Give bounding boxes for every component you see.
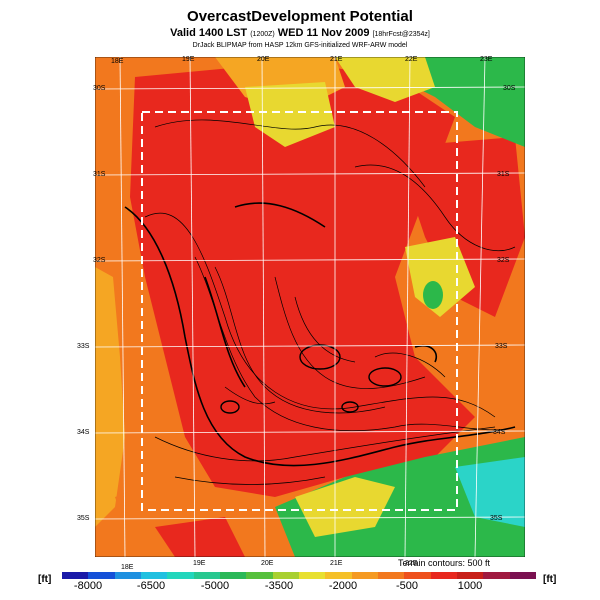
lon-label-bottom: 22E bbox=[405, 560, 418, 567]
colorbar-swatch bbox=[167, 572, 194, 579]
red-region-east bbox=[395, 137, 525, 317]
inner-domain-box bbox=[141, 111, 458, 511]
closed-contours bbox=[220, 344, 402, 414]
lon-label-top: 21E bbox=[330, 56, 343, 63]
cyan-southeast bbox=[455, 457, 525, 527]
red-region bbox=[130, 62, 475, 497]
valid-prefix: Valid 1400 LST bbox=[170, 27, 248, 39]
colorbar-unit-right: [ft] bbox=[543, 574, 557, 585]
colorbar-label: -2000 bbox=[328, 580, 358, 592]
terrain-contours-bold bbox=[124, 202, 516, 467]
lon-label-top: 20E bbox=[257, 56, 270, 63]
lon-label-top: 19E bbox=[182, 56, 195, 63]
yellow-southeast bbox=[295, 477, 395, 537]
lat-label-left: 30S bbox=[93, 85, 106, 92]
terrain-contour-note: Terrain contours: 500 ft bbox=[398, 558, 491, 568]
lon-label-top: 22E bbox=[405, 56, 418, 63]
colorbar-unit-left: [ft] bbox=[38, 574, 52, 585]
green-east-spot bbox=[423, 281, 443, 309]
valid-time: Valid 1400 LST (1200Z) WED 11 Nov 2009 [… bbox=[0, 27, 600, 39]
colorbar-swatch bbox=[325, 572, 352, 579]
colorbar-label: -8000 bbox=[73, 580, 103, 592]
valid-date: WED 11 Nov 2009 bbox=[277, 27, 370, 39]
colorbar-swatch bbox=[483, 572, 510, 579]
colorbar-swatch bbox=[193, 572, 220, 579]
colorbar-swatch bbox=[114, 572, 141, 579]
lat-label-right: 34S bbox=[493, 429, 506, 436]
colorbar-swatch bbox=[140, 572, 168, 579]
lon-label-top: 23E bbox=[480, 56, 493, 63]
colorbar-swatch bbox=[219, 572, 247, 579]
lon-label-bottom: 20E bbox=[261, 560, 274, 567]
yellow-center-north bbox=[245, 82, 335, 147]
valid-suffix: [18hrFcst@2354z] bbox=[372, 31, 430, 38]
lon-label-bottom: 18E bbox=[121, 564, 134, 571]
colorbar-swatch bbox=[456, 572, 484, 579]
lon-label-top: 18E bbox=[111, 58, 124, 65]
colorbar-label: -6500 bbox=[136, 580, 166, 592]
colorbar-swatch bbox=[62, 572, 89, 579]
lat-label-left: 31S bbox=[93, 171, 106, 178]
colorbar-label: 1000 bbox=[457, 580, 483, 592]
lat-label-right: 33S bbox=[495, 343, 508, 350]
colorbar-swatch bbox=[430, 572, 457, 579]
colorbar-label: -3500 bbox=[264, 580, 294, 592]
red-southwest bbox=[155, 517, 245, 557]
lat-lon-grid bbox=[95, 57, 525, 557]
model-source: DrJack BLIPMAP from HASP 12km GFS-initia… bbox=[192, 42, 408, 49]
lat-label-left: 32S bbox=[93, 257, 106, 264]
ocean-west-yellow bbox=[95, 267, 125, 527]
colorbar bbox=[62, 572, 536, 579]
lat-label-right: 31S bbox=[497, 171, 510, 178]
colorbar-swatch bbox=[88, 572, 115, 579]
lat-label-left: 34S bbox=[77, 429, 90, 436]
lat-label-left: 35S bbox=[77, 515, 90, 522]
colorbar-swatch bbox=[298, 572, 326, 579]
lat-label-right: 35S bbox=[490, 515, 503, 522]
lon-label-bottom: 19E bbox=[193, 560, 206, 567]
lat-label-right: 32S bbox=[497, 257, 510, 264]
colorbar-swatch bbox=[509, 572, 536, 579]
colorbar-label: -5000 bbox=[200, 580, 230, 592]
lat-label-right: 30S bbox=[503, 85, 516, 92]
map-title: OvercastDevelopment Potential bbox=[187, 8, 413, 25]
colorbar-swatch bbox=[404, 572, 431, 579]
colorbar-swatch bbox=[272, 572, 299, 579]
valid-code: (1200Z) bbox=[250, 31, 275, 38]
forecast-map bbox=[95, 57, 525, 557]
lon-label-bottom: 21E bbox=[330, 560, 343, 567]
colorbar-swatch bbox=[246, 572, 273, 579]
colorbar-swatch bbox=[377, 572, 405, 579]
lat-label-left: 33S bbox=[77, 343, 90, 350]
colorbar-label: -500 bbox=[395, 580, 419, 592]
colorbar-swatch bbox=[351, 572, 378, 579]
